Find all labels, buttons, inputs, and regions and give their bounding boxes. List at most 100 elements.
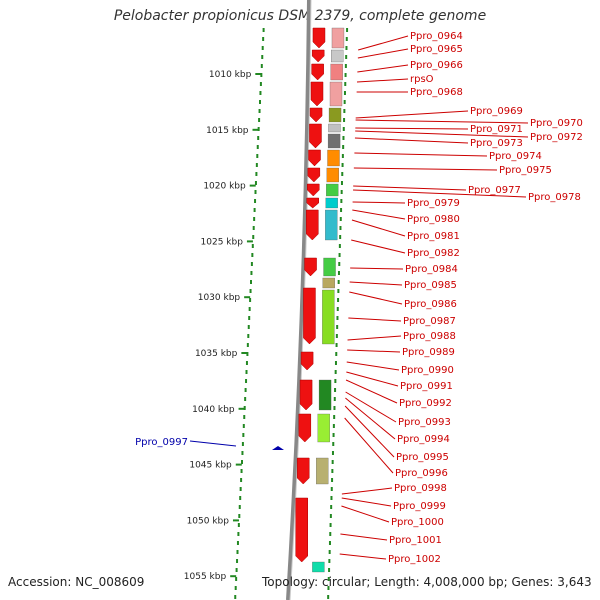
axis-dot [238, 505, 241, 509]
axis-dot [338, 253, 341, 257]
gene-arrow [306, 197, 319, 209]
leader-line [348, 317, 402, 322]
gene-label: Ppro_0975 [499, 165, 552, 176]
gene-block [325, 209, 338, 241]
axis-dot [332, 442, 335, 446]
leader-line [347, 335, 402, 341]
gene-arrow [311, 49, 325, 63]
axis-dot [341, 154, 344, 158]
leader-line [352, 201, 406, 204]
gene-label: Ppro_0973 [470, 138, 523, 149]
axis-dot [240, 478, 243, 482]
gene-arrow [308, 149, 321, 167]
axis-dot [334, 379, 337, 383]
gene-label: Ppro_0981 [407, 231, 460, 242]
leader-line [349, 281, 403, 286]
axis-dot [339, 235, 342, 239]
leader-line [354, 152, 488, 157]
axis-dot [242, 424, 245, 428]
leader-line [357, 64, 409, 73]
gene-label: Ppro_0999 [393, 501, 446, 512]
axis-dot [259, 82, 262, 86]
axis-dot [331, 451, 334, 455]
gene-block [312, 561, 325, 573]
axis-dot [331, 460, 334, 464]
axis-dot [345, 46, 348, 50]
gene-arrow [309, 107, 323, 123]
gene-marker-blue [272, 446, 284, 450]
axis-dot [329, 514, 332, 518]
axis-dot [332, 433, 335, 437]
axis-dot [248, 307, 251, 311]
axis-dot [343, 91, 346, 95]
gene-block [328, 107, 342, 123]
gene-arrow [298, 413, 312, 443]
axis-dot [340, 208, 343, 212]
axis-dot [339, 226, 342, 230]
gene-label: Ppro_0989 [402, 347, 455, 358]
axis-dot [254, 199, 257, 203]
gene-arrow [299, 379, 313, 411]
axis-dot [341, 172, 344, 176]
axis-dot [254, 190, 257, 194]
axis-dot [334, 388, 337, 392]
axis-dot [346, 28, 349, 32]
axis-dot [335, 334, 338, 338]
axis-dot [257, 127, 260, 131]
gene-labels: Ppro_0964 Ppro_0965 Ppro_0966 rpsO Ppro_0968… [135, 31, 583, 565]
leader-line [354, 137, 469, 144]
axis-dot [332, 424, 335, 428]
leader-line [351, 239, 406, 254]
axis-dot [338, 262, 341, 266]
leader-line [341, 505, 390, 523]
axis-dot [340, 190, 343, 194]
axis-dot [334, 370, 337, 374]
gene-label: Ppro_1002 [388, 554, 441, 565]
axis-dot [241, 451, 244, 455]
axis-dot [258, 109, 261, 113]
gene-block [326, 183, 339, 197]
leader-line [341, 497, 392, 507]
gene-label: Ppro_0971 [470, 124, 523, 135]
gene-label: Ppro_0995 [396, 452, 449, 463]
axis-dot [237, 532, 240, 536]
leader-line [356, 78, 409, 83]
axis-dot [344, 64, 347, 68]
gene-block [326, 167, 339, 183]
gene-arrow [307, 167, 321, 183]
axis-dot [255, 163, 258, 167]
axis-dot [244, 397, 247, 401]
gene-block [316, 457, 329, 485]
gene-arrow [312, 27, 326, 49]
gene-label: rpsO [410, 74, 434, 85]
gene-block [325, 197, 338, 209]
axis-dot [260, 64, 263, 68]
gene-arrow [311, 63, 324, 81]
leader-line [355, 110, 469, 119]
leader-line [352, 209, 406, 220]
gene-label-left: Ppro_0997 [135, 437, 188, 448]
axis-dot [342, 145, 345, 149]
leader-line [358, 35, 409, 51]
axis-dot [236, 550, 239, 554]
gene-label: Ppro_0984 [405, 264, 458, 275]
gene-label: Ppro_0992 [399, 398, 452, 409]
axis-dot [261, 55, 264, 59]
axis-dot [253, 208, 256, 212]
axis-dot [249, 298, 252, 302]
axis-dot [337, 271, 340, 275]
map-title: Pelobacter propionicus DSM 2379, complet… [113, 8, 487, 24]
gene-label: Ppro_1001 [389, 535, 442, 546]
gene-label: Ppro_0978 [528, 192, 581, 203]
axis-dot [342, 136, 345, 140]
leader-line [346, 371, 399, 387]
axis-dot [245, 379, 248, 383]
gene-label: Ppro_0964 [410, 31, 463, 42]
kbp-tick-label: 1030 kbp [198, 293, 241, 303]
axis-dot [250, 271, 253, 275]
leader-line [344, 405, 395, 458]
leader-line [351, 219, 406, 237]
gene-block [322, 277, 335, 289]
label-leader-lines [189, 35, 529, 560]
axis-dot [338, 244, 341, 248]
